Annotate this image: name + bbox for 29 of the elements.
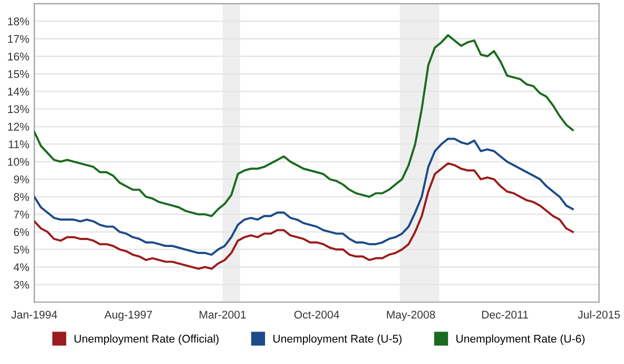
line-series: [34, 162, 574, 270]
y-tick-label: 15%: [8, 70, 30, 78]
y-tick-label: 11%: [8, 140, 30, 148]
y-tick-label: 3%: [14, 280, 30, 289]
y-tick-label: 9%: [14, 175, 30, 184]
legend-label: Unemployment Rate (U-5): [273, 334, 402, 345]
y-tick-label: 7%: [14, 210, 30, 218]
y-tick-label: 16%: [8, 52, 30, 60]
x-tick-label: Mar-2001: [200, 310, 246, 319]
x-tick-label: Jul-2015: [578, 310, 620, 319]
y-tick-label: 4%: [14, 263, 30, 272]
x-tick-label: Dec-2011: [482, 310, 528, 319]
y-tick-label: 14%: [8, 88, 30, 96]
y-tick-label: 13%: [8, 105, 30, 114]
legend-label: Unemployment Rate (Official): [74, 334, 219, 345]
y-tick-label: 10%: [8, 158, 30, 166]
x-tick-label: May-2008: [387, 310, 436, 321]
y-tick-label: 8%: [14, 193, 30, 201]
line-series: [34, 34, 574, 218]
x-tick-label: Oct-2004: [294, 310, 340, 319]
y-tick-label: 5%: [14, 246, 30, 254]
x-tick-label: Jan-1994: [11, 310, 58, 319]
y-tick-label: 17%: [8, 35, 30, 43]
x-tick-label: Aug-1997: [104, 310, 152, 321]
legend-label: Unemployment Rate (U-6): [456, 334, 585, 345]
y-tick-label: 18%: [8, 17, 30, 26]
line-series: [34, 138, 574, 256]
y-tick-label: 12%: [8, 122, 30, 131]
y-tick-label: 6%: [14, 228, 30, 236]
